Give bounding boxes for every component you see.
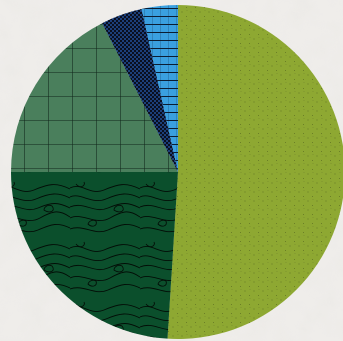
pie-slice-2-pattern [11, 172, 178, 339]
pie-slice-1-pattern [167, 5, 343, 339]
pie-slice-3-pattern [11, 23, 178, 173]
pie-slice-5-pattern [141, 4, 178, 172]
pie-slices [11, 4, 343, 339]
pie-slice-4-pattern [102, 9, 178, 172]
